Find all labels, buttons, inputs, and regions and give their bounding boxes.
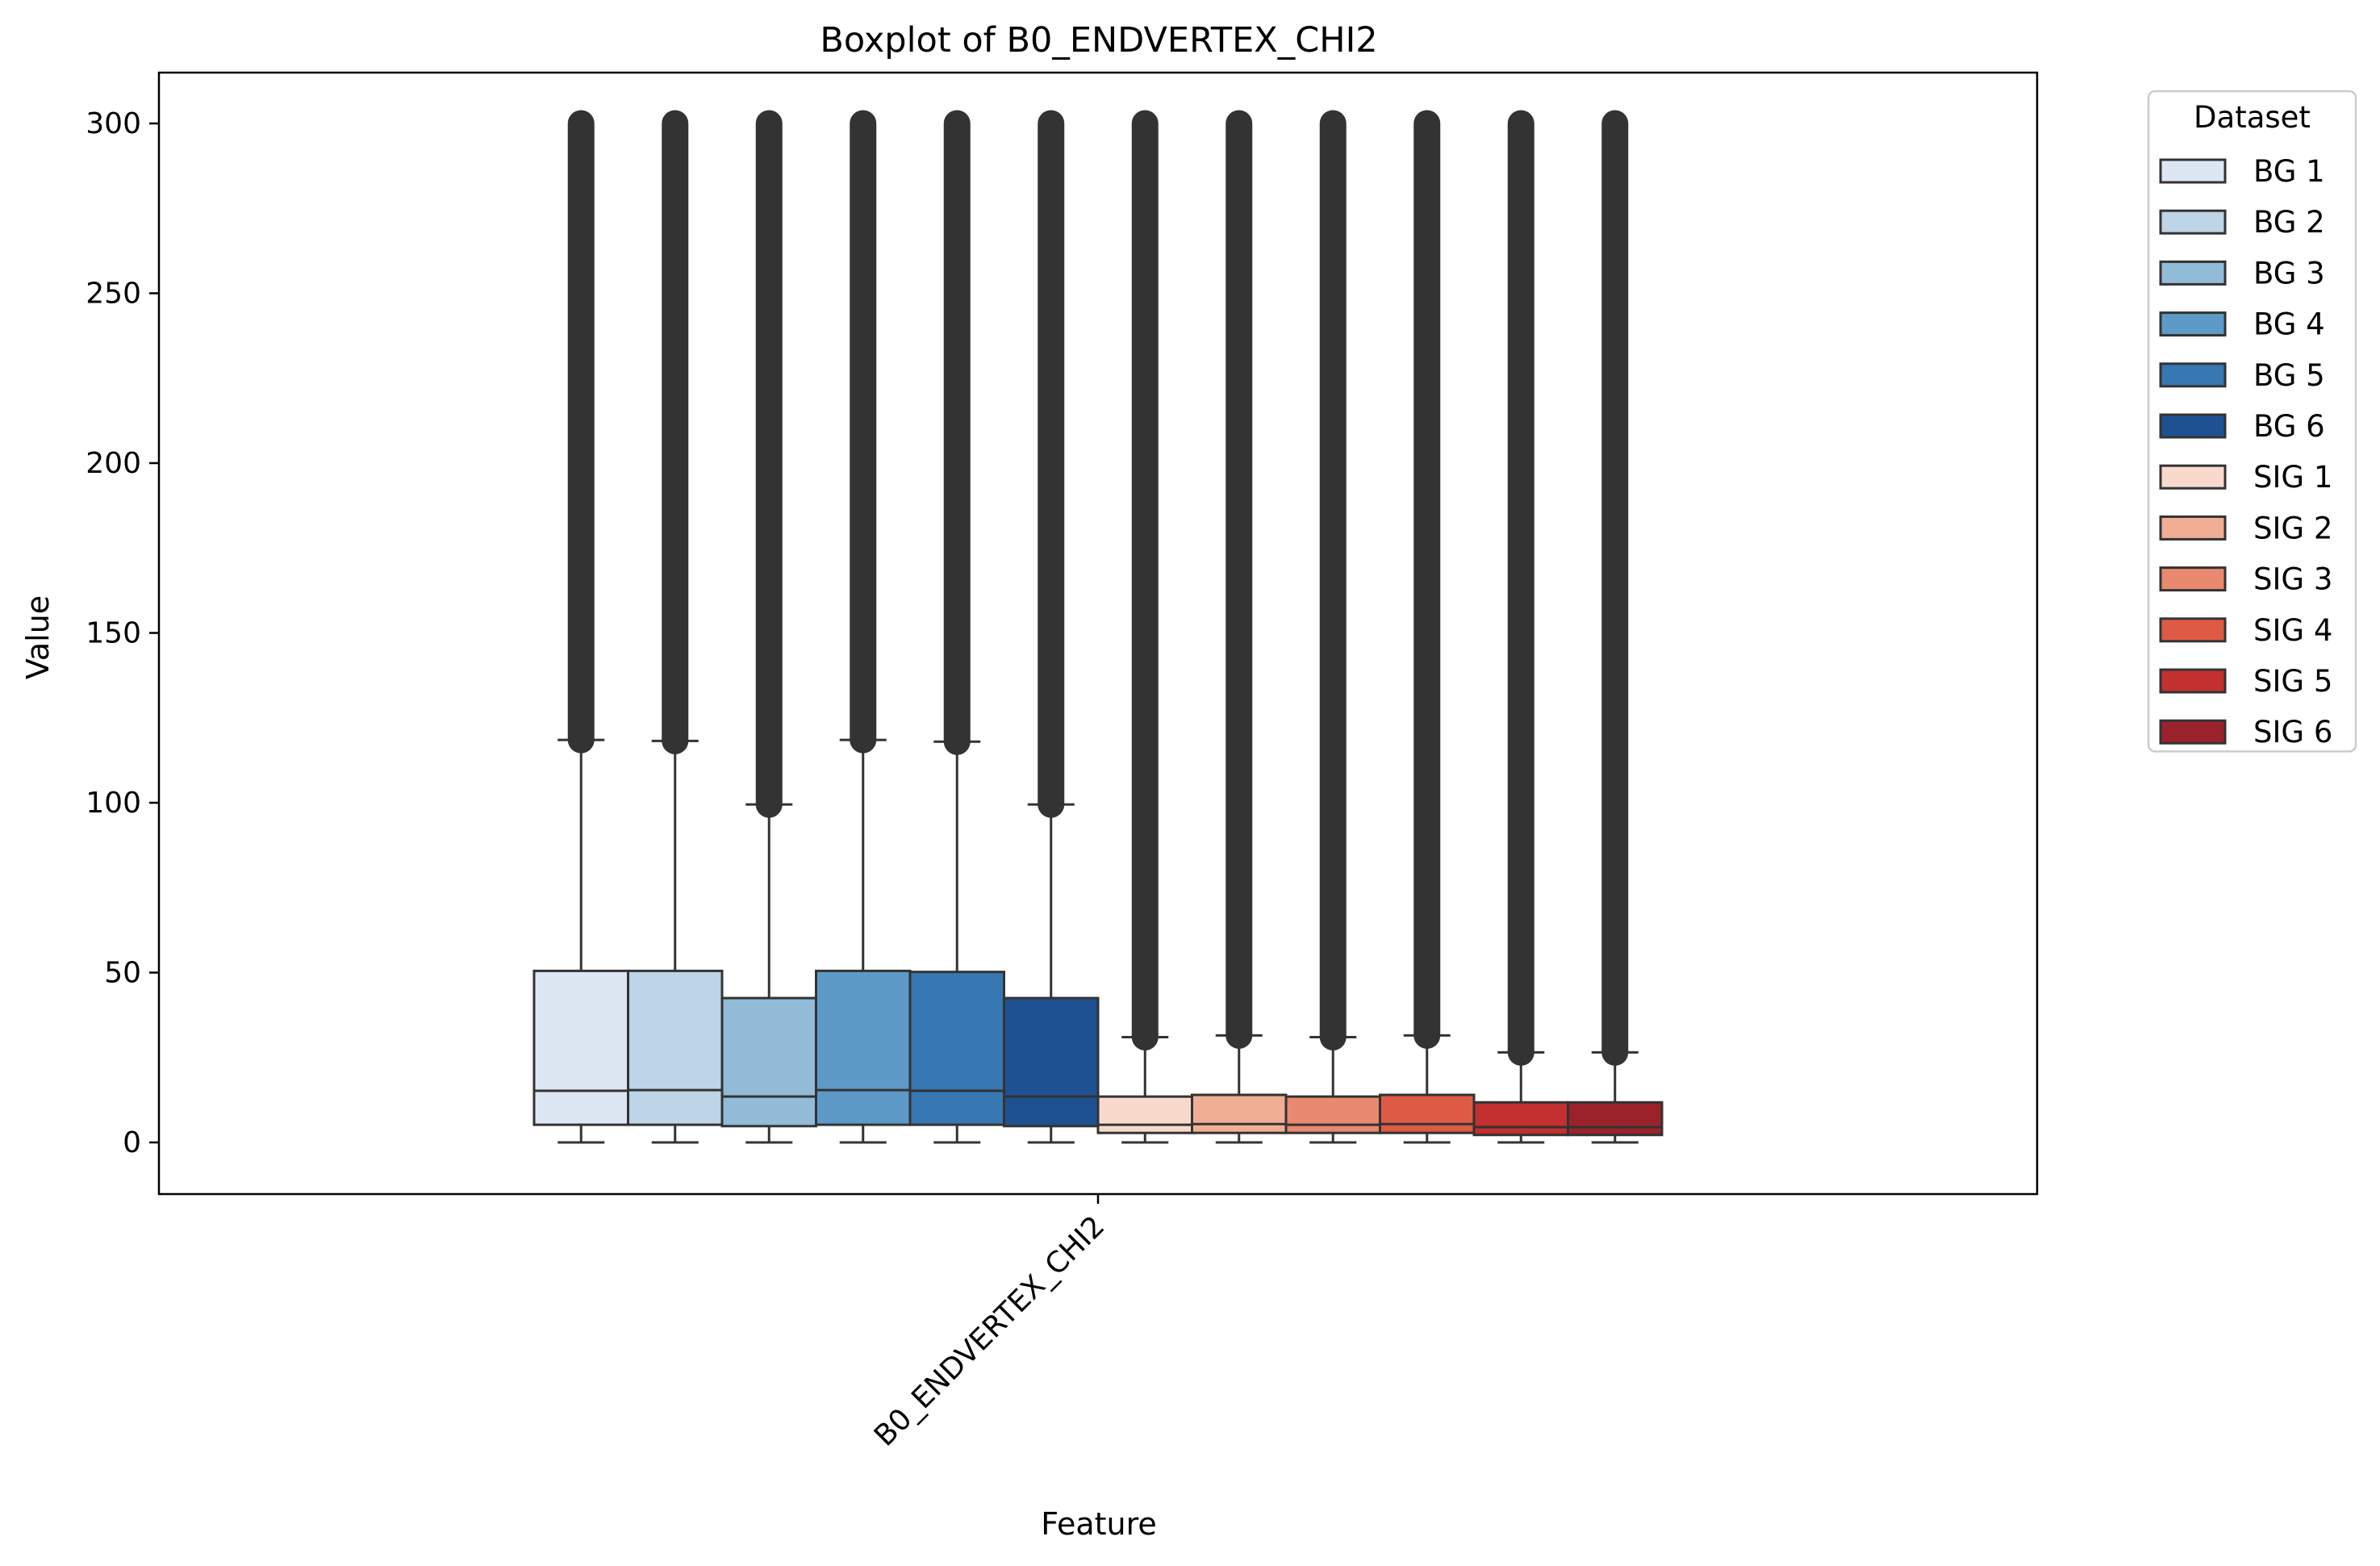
legend-item-sig-5: SIG 5	[2159, 664, 2332, 699]
legend-swatch	[2159, 515, 2227, 541]
y-tick-label: 50	[104, 957, 141, 990]
chart-title: Boxplot of B0_ENDVERTEX_CHI2	[820, 20, 1377, 61]
y-axis: 0 50 100 150 200 250 300	[86, 107, 159, 1159]
legend-swatch	[2159, 617, 2227, 643]
legend-label: BG 5	[2253, 358, 2325, 393]
legend-label: SIG 4	[2253, 613, 2332, 648]
legend-swatch	[2159, 413, 2227, 439]
legend-label: BG 3	[2253, 256, 2325, 290]
iqr-box	[815, 969, 912, 1126]
iqr-box	[1472, 1100, 1569, 1137]
legend-swatch	[2159, 668, 2227, 694]
iqr-box	[1003, 996, 1100, 1128]
box-bg-5	[908, 110, 1005, 1144]
y-tick-label: 150	[86, 617, 141, 650]
iqr-box	[1284, 1095, 1381, 1134]
legend-swatch	[2159, 362, 2227, 388]
legend-swatch	[2159, 158, 2227, 184]
y-tick-label: 250	[86, 278, 141, 311]
legend-label: BG 6	[2253, 409, 2325, 444]
legend-item-bg-2: BG 2	[2159, 205, 2325, 240]
legend-label: SIG 1	[2253, 460, 2332, 495]
y-tick-label: 100	[86, 787, 141, 820]
y-tick-label: 300	[86, 107, 141, 140]
iqr-box	[627, 969, 724, 1126]
box-bg-1	[532, 110, 629, 1144]
legend-item-sig-6: SIG 6	[2159, 715, 2332, 750]
legend-label: SIG 5	[2253, 664, 2332, 699]
legend-item-bg-5: BG 5	[2159, 358, 2325, 393]
iqr-box	[908, 971, 1005, 1126]
legend-label: BG 4	[2253, 307, 2325, 342]
legend-swatch	[2159, 464, 2227, 490]
box-sig-4	[1379, 110, 1476, 1144]
legend-swatch	[2159, 566, 2227, 592]
box-sig-1	[1096, 110, 1193, 1144]
legend: Dataset BG 1 BG 2 BG 3 BG 4 BG 5 BG 6 SIG 1 SIG …	[2147, 90, 2357, 753]
legend-label: SIG 3	[2253, 562, 2332, 597]
box-sig-2	[1191, 110, 1288, 1144]
legend-swatch	[2159, 311, 2227, 337]
y-axis-label: Value	[20, 595, 56, 679]
box-bg-6	[1003, 110, 1100, 1144]
iqr-box	[1191, 1093, 1288, 1134]
legend-item-bg-1: BG 1	[2159, 154, 2325, 189]
box-sig-5	[1472, 110, 1569, 1144]
legend-swatch	[2159, 209, 2227, 235]
box-bg-4	[815, 110, 912, 1144]
box-sig-3	[1284, 110, 1381, 1144]
legend-label: SIG 2	[2253, 511, 2332, 545]
legend-item-bg-3: BG 3	[2159, 256, 2325, 290]
legend-item-sig-4: SIG 4	[2159, 613, 2332, 648]
box-bg-3	[720, 110, 817, 1144]
box-sig-6	[1567, 110, 1664, 1144]
legend-item-sig-2: SIG 2	[2159, 511, 2332, 545]
x-axis: B0_ENDVERTEX_CHI2	[868, 1194, 1111, 1453]
legend-title: Dataset	[2194, 100, 2311, 135]
legend-label: BG 1	[2253, 154, 2325, 189]
legend-label: SIG 6	[2253, 715, 2332, 750]
iqr-box	[1096, 1095, 1193, 1134]
box-bg-2	[627, 110, 724, 1144]
legend-label: BG 2	[2253, 205, 2325, 240]
plot-area	[157, 71, 2039, 1196]
legend-item-bg-6: BG 6	[2159, 409, 2325, 444]
legend-item-sig-1: SIG 1	[2159, 460, 2332, 495]
legend-item-sig-3: SIG 3	[2159, 562, 2332, 597]
iqr-box	[720, 996, 817, 1128]
x-axis-label: Feature	[1041, 1506, 1157, 1542]
legend-item-bg-4: BG 4	[2159, 307, 2325, 342]
y-tick-label: 0	[123, 1126, 141, 1159]
legend-swatch	[2159, 260, 2227, 286]
iqr-box	[532, 969, 629, 1126]
iqr-box	[1567, 1100, 1664, 1137]
x-tick-label: B0_ENDVERTEX_CHI2	[868, 1209, 1111, 1452]
iqr-box	[1379, 1093, 1476, 1134]
legend-swatch	[2159, 719, 2227, 745]
y-tick-label: 200	[86, 447, 141, 480]
